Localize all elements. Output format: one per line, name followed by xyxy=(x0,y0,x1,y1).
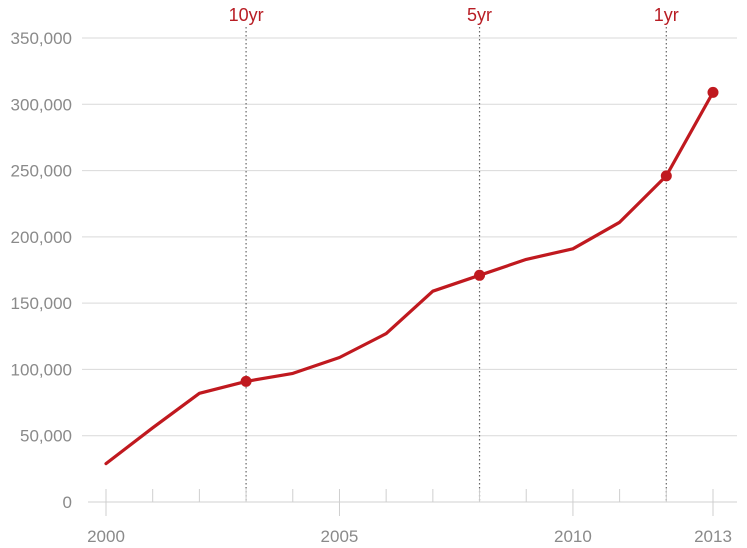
y-tick-label: 350,000 xyxy=(11,29,72,48)
y-tick-label: 200,000 xyxy=(11,228,72,247)
gridlines xyxy=(82,37,737,437)
annotation-lines xyxy=(245,27,667,502)
annotation-label: 5yr xyxy=(467,5,492,25)
annotation-label: 1yr xyxy=(654,5,679,25)
x-tick-label: 2000 xyxy=(87,527,125,546)
series-line xyxy=(104,90,715,466)
y-tick-label: 150,000 xyxy=(11,294,72,313)
data-point xyxy=(240,375,252,387)
series xyxy=(104,86,719,466)
annotation-label: 10yr xyxy=(229,5,264,25)
y-tick-label: 0 xyxy=(63,493,72,512)
x-tick-label: 2005 xyxy=(321,527,359,546)
x-axis: 2000 2005 2010 2013 xyxy=(87,489,737,546)
x-tick-label: 2013 xyxy=(694,527,732,546)
annotation-labels: 10yr 5yr 1yr xyxy=(229,5,679,25)
data-point xyxy=(707,86,719,98)
y-axis: 0 50,000 100,000 150,000 200,000 250,000 300,0… xyxy=(11,29,72,512)
data-point xyxy=(474,269,486,281)
y-tick-label: 250,000 xyxy=(11,162,72,181)
y-tick-label: 100,000 xyxy=(11,360,72,379)
y-tick-label: 300,000 xyxy=(11,95,72,114)
x-tick-label: 2010 xyxy=(554,527,592,546)
y-tick-label: 50,000 xyxy=(20,427,72,446)
data-point xyxy=(660,170,672,182)
